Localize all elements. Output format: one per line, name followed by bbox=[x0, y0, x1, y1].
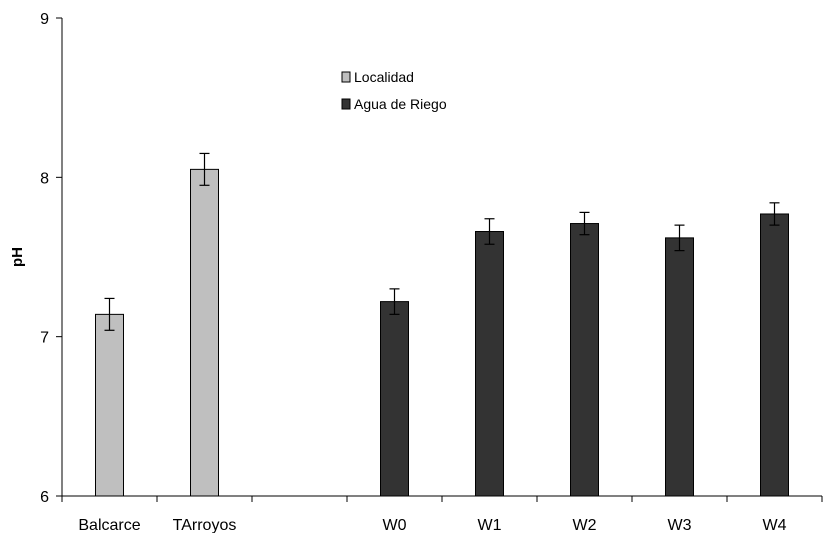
x-tick-label: W3 bbox=[668, 517, 692, 533]
legend-label-agua-de-riego: Agua de Riego bbox=[354, 96, 447, 112]
bar-agua-de-riego bbox=[665, 237, 694, 497]
x-tick-label: TArroyos bbox=[173, 517, 237, 533]
legend: Localidad Agua de Riego bbox=[341, 69, 447, 112]
legend-label-localidad: Localidad bbox=[354, 69, 414, 85]
y-tick-label: 8 bbox=[40, 170, 49, 187]
y-tick-label: 9 bbox=[40, 11, 49, 28]
y-tick-label: 6 bbox=[40, 489, 49, 506]
bar-agua-de-riego bbox=[475, 231, 504, 497]
y-ticks: 6 7 8 9 bbox=[40, 11, 62, 506]
bars-layer bbox=[95, 152, 789, 497]
x-tick-label: Balcarce bbox=[78, 517, 140, 533]
x-tick-label: W2 bbox=[573, 517, 597, 533]
bar-localidad bbox=[190, 168, 219, 497]
bar-agua-de-riego bbox=[570, 223, 599, 497]
bar-localidad bbox=[95, 313, 124, 497]
bar-agua-de-riego bbox=[380, 301, 409, 497]
x-tick-label: W1 bbox=[478, 517, 502, 533]
x-ticks: Balcarce TArroyos W0 W1 W2 W3 W4 bbox=[61, 496, 823, 533]
y-axis-title: pH bbox=[9, 247, 26, 267]
x-tick-label: W4 bbox=[763, 517, 787, 533]
legend-swatch-localidad bbox=[341, 71, 351, 83]
y-tick-label: 7 bbox=[40, 330, 49, 347]
bar-agua-de-riego bbox=[760, 213, 789, 497]
x-tick-label: W0 bbox=[383, 517, 407, 533]
legend-swatch-agua-de-riego bbox=[341, 98, 351, 110]
